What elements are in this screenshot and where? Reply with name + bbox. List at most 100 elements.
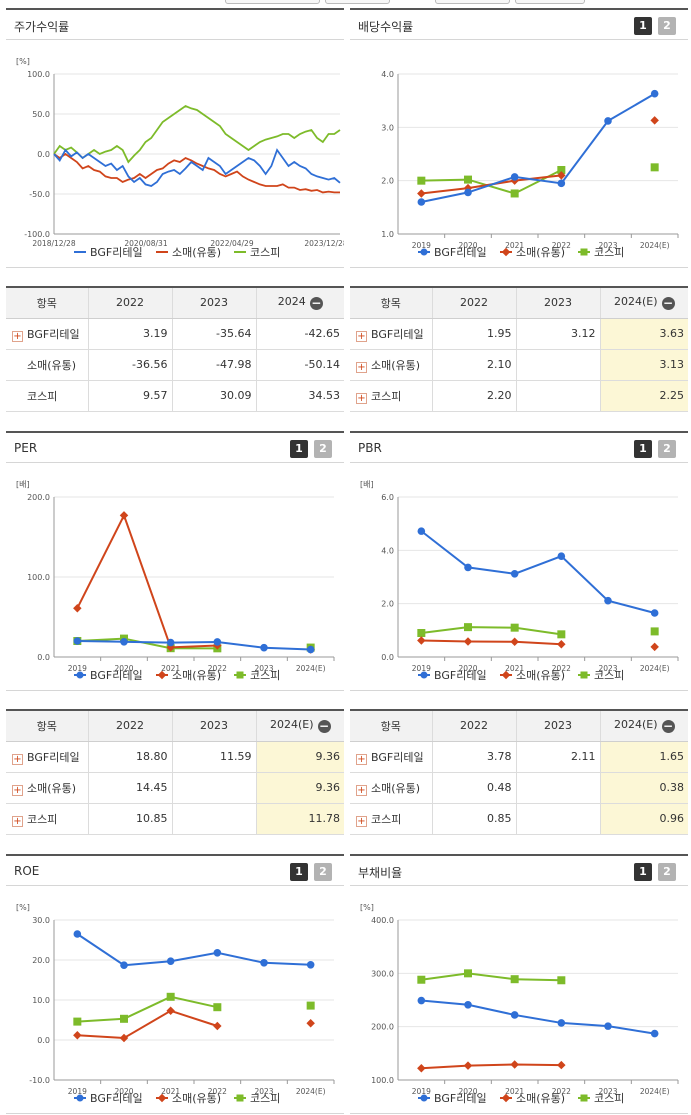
data-point [650, 89, 659, 98]
series-line-1 [421, 1063, 562, 1070]
y-tick-label: 50.0 [32, 110, 50, 119]
column-header: 2024(E) − [599, 709, 688, 742]
chart-debt-ratio-box: [%] 400.0 300.0 200.0 100.0 2019 2020 2021 2022 2… [350, 888, 688, 1114]
top-tab-button[interactable] [325, 0, 390, 4]
value-cell: 1.65 [599, 741, 688, 773]
top-tab-button[interactable] [515, 0, 585, 4]
data-point [650, 642, 659, 652]
series-line-1 [53, 152, 340, 194]
series-line-2 [77, 995, 218, 1023]
page-1-button[interactable]: 1 [290, 440, 308, 458]
row-label: BGF리테일 [371, 327, 424, 341]
page-2-button[interactable]: 2 [658, 440, 676, 458]
expand-plus-icon[interactable]: + [356, 330, 367, 342]
expand-plus-icon[interactable]: + [356, 815, 367, 827]
column-header: 2022 [87, 286, 172, 319]
collapse-column-icon[interactable]: − [661, 296, 675, 311]
page-1-button[interactable]: 1 [634, 863, 652, 881]
row-label-cell: + 코스피 [350, 380, 432, 412]
value-cell: 11.59 [171, 741, 256, 773]
x-tick-label: 2019 [412, 1087, 431, 1096]
data-point [306, 961, 315, 969]
axis-unit-label: [%] [360, 903, 374, 912]
data-point [213, 638, 222, 646]
data-point [306, 1001, 315, 1010]
data-point [510, 173, 519, 181]
value-cell: 2.20 [431, 380, 516, 412]
y-tick-label: 20.0 [32, 956, 50, 965]
page-2-button[interactable]: 2 [658, 863, 676, 881]
column-header: 2023 [515, 286, 600, 319]
expand-plus-icon[interactable]: + [356, 361, 367, 373]
y-tick-label: 1.0 [381, 230, 394, 239]
expand-plus-icon[interactable]: + [12, 753, 23, 765]
data-point [120, 638, 128, 646]
legend-label: 코스피 [594, 669, 624, 682]
expand-plus-icon[interactable]: + [12, 784, 23, 796]
y-tick-label: 6.0 [381, 493, 394, 502]
data-point [510, 1060, 519, 1069]
panel-header: 배당수익률 1 2 [350, 8, 688, 40]
table-row: 소매(유통) -36.56 -47.98 -50.14 [6, 349, 344, 381]
x-tick-label: 2023 [254, 664, 273, 673]
data-point [650, 163, 659, 172]
collapse-column-icon[interactable]: − [317, 719, 331, 734]
data-point [166, 1006, 175, 1016]
row-label-cell: + BGF리테일 [6, 741, 88, 773]
data-point [464, 175, 472, 184]
data-point [260, 959, 268, 967]
page-1-button[interactable]: 1 [290, 863, 308, 881]
series-line-2 [421, 972, 562, 982]
column-header: 2023 [515, 709, 600, 742]
legend-label: BGF리테일 [90, 1091, 143, 1105]
data-point [650, 116, 659, 125]
collapse-column-icon[interactable]: − [309, 296, 323, 311]
expand-plus-icon[interactable]: + [12, 815, 23, 827]
expand-plus-icon[interactable]: + [12, 330, 23, 342]
data-point [604, 1022, 612, 1030]
value-cell: 11.78 [255, 803, 344, 835]
value-cell: -50.14 [255, 349, 344, 381]
legend-label: 소매(유통) [172, 246, 221, 259]
legend-label: BGF리테일 [90, 668, 143, 682]
series-line-0 [421, 92, 656, 203]
page-2-button[interactable]: 2 [658, 17, 676, 35]
panel-debt-ratio: 부채비율 1 2 [%] 400.0 300.0 200.0 100.0 2019 2020… [350, 854, 688, 1114]
data-point [464, 563, 472, 572]
value-cell: 0.85 [431, 803, 516, 835]
value-cell [171, 772, 256, 804]
value-cell: 3.13 [599, 349, 688, 381]
axis-unit-label: [배] [16, 480, 30, 489]
top-controls-strip [0, 0, 691, 8]
page-1-button[interactable]: 1 [634, 17, 652, 35]
table-row: 코스피 9.57 30.09 34.53 [6, 380, 344, 412]
x-tick-label: 2019 [68, 664, 87, 673]
row-label: 코스피 [371, 812, 402, 826]
value-cell: 0.96 [599, 803, 688, 835]
expand-plus-icon[interactable]: + [356, 392, 367, 404]
top-tab-button[interactable] [435, 0, 510, 4]
page-2-button[interactable]: 2 [314, 863, 332, 881]
y-tick-label: 100.0 [27, 70, 50, 79]
data-point [73, 603, 82, 613]
panel-roe: ROE 1 2 [%] 30.0 20.0 10.0 0.0 -10.0 2019 2020 2… [6, 854, 344, 1114]
data-point [463, 1061, 473, 1070]
panel-title: PER [14, 441, 38, 455]
top-tab-button[interactable] [225, 0, 320, 4]
page-1-button[interactable]: 1 [634, 440, 652, 458]
expand-plus-icon[interactable]: + [356, 784, 367, 796]
column-header: 항목 [350, 286, 432, 319]
chart-debt-ratio: [%] 400.0 300.0 200.0 100.0 2019 2020 2021 2022 2… [360, 903, 679, 1105]
table-row: + BGF리테일 18.80 11.59 9.36 [6, 741, 344, 773]
value-cell: 2.11 [515, 741, 600, 773]
series-line-0 [420, 530, 655, 614]
row-label: BGF리테일 [27, 327, 80, 341]
expand-plus-icon[interactable]: + [356, 753, 367, 765]
column-header: 2024(E) − [255, 709, 344, 742]
data-point [417, 975, 426, 984]
page-2-button[interactable]: 2 [314, 440, 332, 458]
collapse-column-icon[interactable]: − [661, 719, 675, 734]
legend-marker [501, 1093, 511, 1103]
data-point [510, 570, 519, 578]
